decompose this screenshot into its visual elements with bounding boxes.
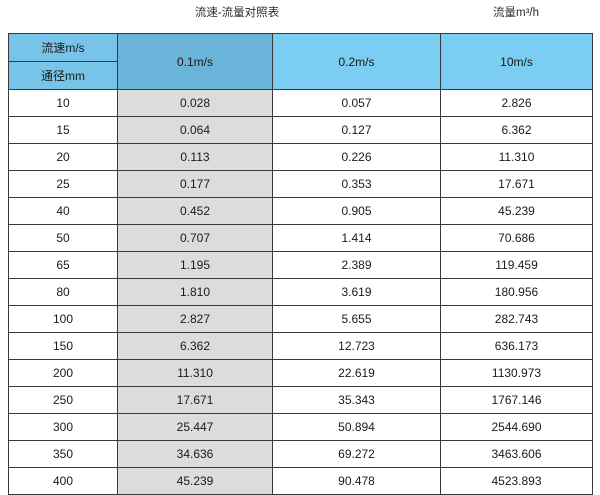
flow-unit-label: 流量m³/h [493,7,539,19]
table-row[interactable]: 10 0.028 0.057 2.826 [8,89,593,117]
cell-diameter: 50 [8,224,118,252]
table-row[interactable]: 15 0.064 0.127 6.362 [8,116,593,144]
cell-flow-10: 11.310 [440,143,593,171]
table-row[interactable]: 100 2.827 5.655 282.743 [8,305,593,333]
cell-diameter: 400 [8,467,118,495]
cell-flow-10: 4523.893 [440,467,593,495]
cell-diameter: 300 [8,413,118,441]
cell-flow-02: 5.655 [272,305,441,333]
table-header-row-velocity: 流速m/s 0.1m/s 0.2m/s 10m/s [8,33,593,90]
cell-flow-10: 17.671 [440,170,593,198]
cell-flow-10: 70.686 [440,224,593,252]
column-header-1[interactable]: 0.2m/s [272,33,441,90]
cell-diameter: 150 [8,332,118,360]
cell-flow-01: 0.064 [117,116,273,144]
cell-flow-01: 0.028 [117,89,273,117]
flow-velocity-table: 流速m/s 0.1m/s 0.2m/s 10m/s 通径mm 10 0.028 … [8,33,593,495]
cell-flow-02: 35.343 [272,386,441,414]
page-title: 流速-流量对照表 [194,7,280,19]
cell-flow-01: 1.195 [117,251,273,279]
cell-flow-10: 6.362 [440,116,593,144]
table-row[interactable]: 400 45.239 90.478 4523.893 [8,467,593,495]
cell-flow-01: 6.362 [117,332,273,360]
cell-flow-10: 180.956 [440,278,593,306]
cell-flow-01: 2.827 [117,305,273,333]
table-row[interactable]: 250 17.671 35.343 1767.146 [8,386,593,414]
cell-flow-10: 636.173 [440,332,593,360]
cell-flow-02: 22.619 [272,359,441,387]
table-row[interactable]: 50 0.707 1.414 70.686 [8,224,593,252]
cell-diameter: 250 [8,386,118,414]
corner-header-diameter: 通径mm [8,61,118,90]
cell-flow-01: 0.113 [117,143,273,171]
cell-flow-02: 0.127 [272,116,441,144]
cell-flow-02: 0.905 [272,197,441,225]
cell-flow-01: 45.239 [117,467,273,495]
table-header-row-diameter: 通径mm [8,61,593,90]
cell-flow-02: 0.057 [272,89,441,117]
table-row[interactable]: 300 25.447 50.894 2544.690 [8,413,593,441]
cell-diameter: 25 [8,170,118,198]
cell-flow-01: 25.447 [117,413,273,441]
cell-diameter: 20 [8,143,118,171]
cell-flow-01: 0.177 [117,170,273,198]
cell-flow-02: 50.894 [272,413,441,441]
table-row[interactable]: 65 1.195 2.389 119.459 [8,251,593,279]
table-row[interactable]: 200 11.310 22.619 1130.973 [8,359,593,387]
cell-diameter: 40 [8,197,118,225]
cell-diameter: 15 [8,116,118,144]
cell-flow-10: 3463.606 [440,440,593,468]
cell-flow-02: 0.226 [272,143,441,171]
cell-diameter: 65 [8,251,118,279]
cell-flow-01: 34.636 [117,440,273,468]
cell-diameter: 200 [8,359,118,387]
cell-flow-02: 2.389 [272,251,441,279]
column-header-0[interactable]: 0.1m/s [117,33,273,90]
corner-header-velocity: 流速m/s [8,33,118,62]
table-row[interactable]: 40 0.452 0.905 45.239 [8,197,593,225]
cell-diameter: 100 [8,305,118,333]
cell-flow-10: 45.239 [440,197,593,225]
cell-flow-01: 17.671 [117,386,273,414]
table-body: 流速m/s 0.1m/s 0.2m/s 10m/s 通径mm 10 0.028 … [8,33,593,495]
table-row[interactable]: 80 1.810 3.619 180.956 [8,278,593,306]
cell-flow-10: 282.743 [440,305,593,333]
cell-flow-01: 1.810 [117,278,273,306]
cell-flow-02: 12.723 [272,332,441,360]
cell-flow-01: 11.310 [117,359,273,387]
cell-flow-02: 0.353 [272,170,441,198]
cell-flow-10: 1130.973 [440,359,593,387]
table-row[interactable]: 20 0.113 0.226 11.310 [8,143,593,171]
table-row[interactable]: 25 0.177 0.353 17.671 [8,170,593,198]
caption-bar: 流速-流量对照表 流量m³/h [0,0,600,30]
cell-diameter: 350 [8,440,118,468]
table-row[interactable]: 150 6.362 12.723 636.173 [8,332,593,360]
cell-flow-02: 3.619 [272,278,441,306]
cell-diameter: 10 [8,89,118,117]
cell-flow-10: 2.826 [440,89,593,117]
cell-flow-02: 69.272 [272,440,441,468]
cell-flow-10: 119.459 [440,251,593,279]
flow-table-container: 流速m/s 0.1m/s 0.2m/s 10m/s 通径mm 10 0.028 … [8,33,593,495]
cell-flow-02: 1.414 [272,224,441,252]
column-header-2[interactable]: 10m/s [440,33,593,90]
cell-diameter: 80 [8,278,118,306]
table-row[interactable]: 350 34.636 69.272 3463.606 [8,440,593,468]
cell-flow-10: 1767.146 [440,386,593,414]
cell-flow-01: 0.452 [117,197,273,225]
cell-flow-02: 90.478 [272,467,441,495]
cell-flow-01: 0.707 [117,224,273,252]
cell-flow-10: 2544.690 [440,413,593,441]
